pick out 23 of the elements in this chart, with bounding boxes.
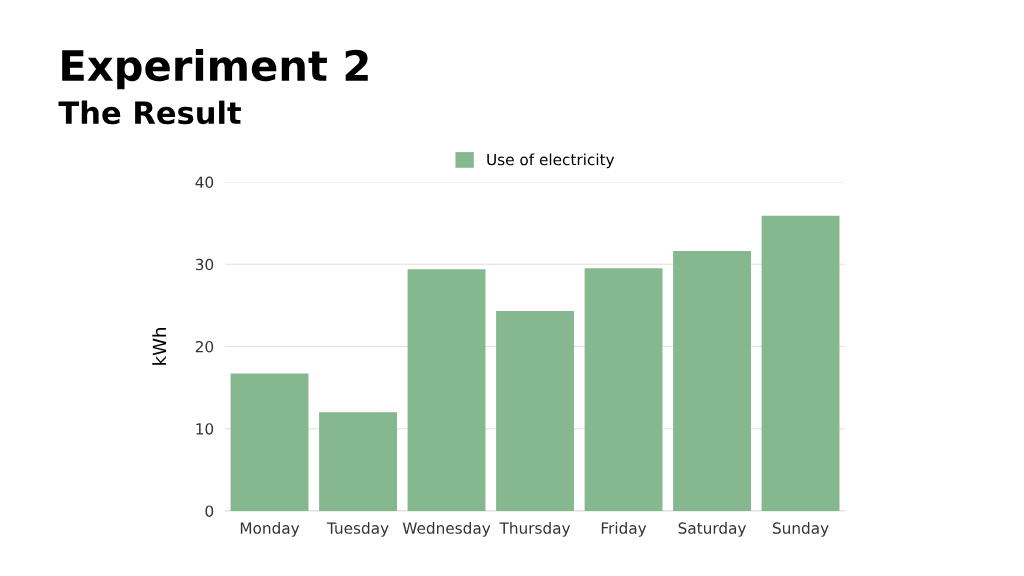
chart-subtitle: The Result xyxy=(58,100,241,125)
y-tick-label: 40 xyxy=(195,176,214,189)
y-axis-title: kWh xyxy=(152,328,166,365)
chart-title: Experiment 2 xyxy=(62,48,368,90)
y-tick-label: 0 xyxy=(205,505,214,517)
x-tick-label: Thursday xyxy=(499,522,571,537)
y-tick-label: 10 xyxy=(196,423,214,435)
bar xyxy=(673,251,751,511)
bar xyxy=(496,311,574,511)
bar xyxy=(407,269,486,511)
x-tick-label: Saturday xyxy=(678,522,747,537)
x-tick-label: Monday xyxy=(240,522,300,537)
bar xyxy=(761,215,840,511)
x-tick-label: Wednesday xyxy=(402,522,491,537)
bar xyxy=(319,412,397,511)
bar xyxy=(230,373,309,511)
bar xyxy=(584,268,663,511)
y-tick-label: 20 xyxy=(195,340,214,353)
x-tick-label: Tuesday xyxy=(326,522,389,537)
y-tick-label: 30 xyxy=(195,258,214,271)
x-tick-label: Sunday xyxy=(772,522,829,537)
x-tick-label: Friday xyxy=(601,522,647,537)
legend-label: Use of electricity xyxy=(487,153,615,169)
